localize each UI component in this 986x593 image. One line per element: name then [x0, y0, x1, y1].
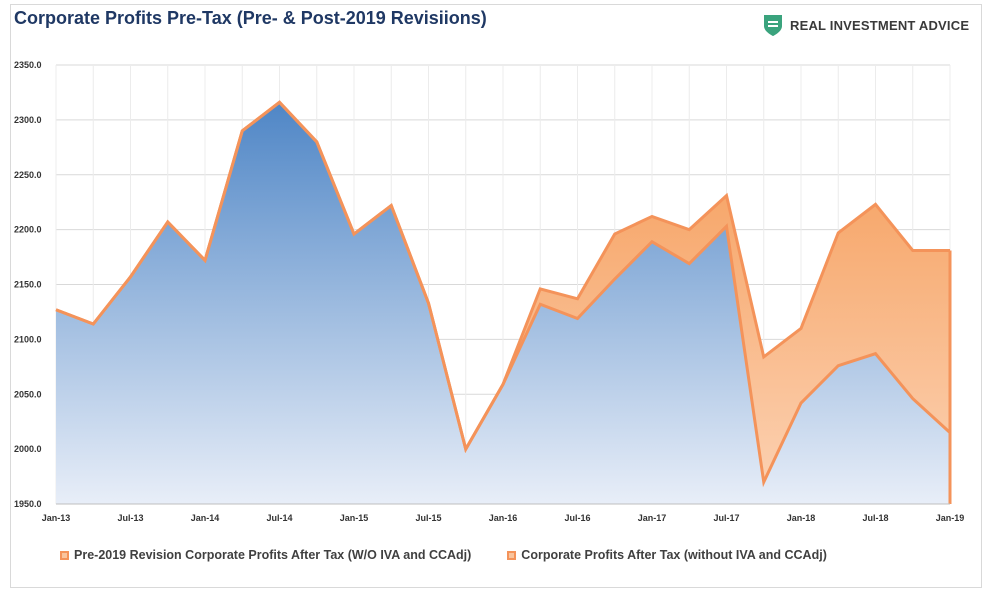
x-axis: Jan-13 Jul-13 Jan-14 Jul-14 Jan-15 Jul-15 Jan-… [42, 503, 965, 523]
pre-revision-line [55, 100, 950, 454]
brand-logo: REAL INVESTMENT ADVICE [762, 12, 969, 38]
legend-item-pre-revision: Pre-2019 Revision Corporate Profits Afte… [60, 548, 471, 562]
legend-label-post-revision: Corporate Profits After Tax (without IVA… [521, 548, 827, 562]
series-areas [56, 102, 950, 504]
legend-label-pre-revision: Pre-2019 Revision Corporate Profits Afte… [74, 548, 472, 562]
y-tick-label: 2250.0 [14, 170, 42, 180]
y-tick-label: 2050.0 [14, 389, 42, 399]
series-lines [55, 100, 952, 504]
chart-frame [10, 4, 982, 588]
y-axis: 1950.0 2000.0 2050.0 2100.0 2150.0 2200.0 2250… [14, 60, 42, 509]
legend: Pre-2019 Revision Corporate Profits Afte… [60, 548, 863, 562]
y-tick-label: 2300.0 [14, 115, 42, 125]
y-tick-label: 2000.0 [14, 444, 42, 454]
y-tick-label: 2350.0 [14, 60, 42, 70]
x-tick-label: Jan-18 [787, 513, 816, 523]
y-tick-label: 2150.0 [14, 280, 42, 290]
x-tick-label: Jul-15 [415, 513, 441, 523]
x-tick-label: Jan-14 [191, 513, 220, 523]
x-tick-label: Jul-17 [713, 513, 739, 523]
legend-swatch-pre-revision [60, 550, 69, 560]
shield-icon [764, 15, 782, 36]
x-tick-label: Jan-13 [42, 513, 71, 523]
y-tick-label: 2200.0 [14, 225, 42, 235]
x-tick-label: Jan-17 [638, 513, 667, 523]
x-tick-label: Jul-14 [266, 513, 292, 523]
legend-item-post-revision: Corporate Profits After Tax (without IVA… [507, 548, 827, 562]
x-tick-label: Jan-16 [489, 513, 518, 523]
post-revision-area [56, 102, 950, 504]
legend-swatch-post-revision [507, 550, 517, 560]
chart-title: Corporate Profits Pre-Tax (Pre- & Post-2… [14, 8, 487, 28]
y-tick-label: 1950.0 [14, 499, 42, 509]
brand-name: REAL INVESTMENT ADVICE [790, 17, 970, 33]
x-tick-label: Jul-13 [117, 513, 143, 523]
y-tick-label: 2100.0 [14, 334, 42, 344]
x-tick-label: Jan-15 [340, 513, 369, 523]
x-tick-label: Jan-19 [936, 513, 965, 523]
x-tick-label: Jul-18 [862, 513, 888, 523]
x-tick-label: Jul-16 [564, 513, 590, 523]
